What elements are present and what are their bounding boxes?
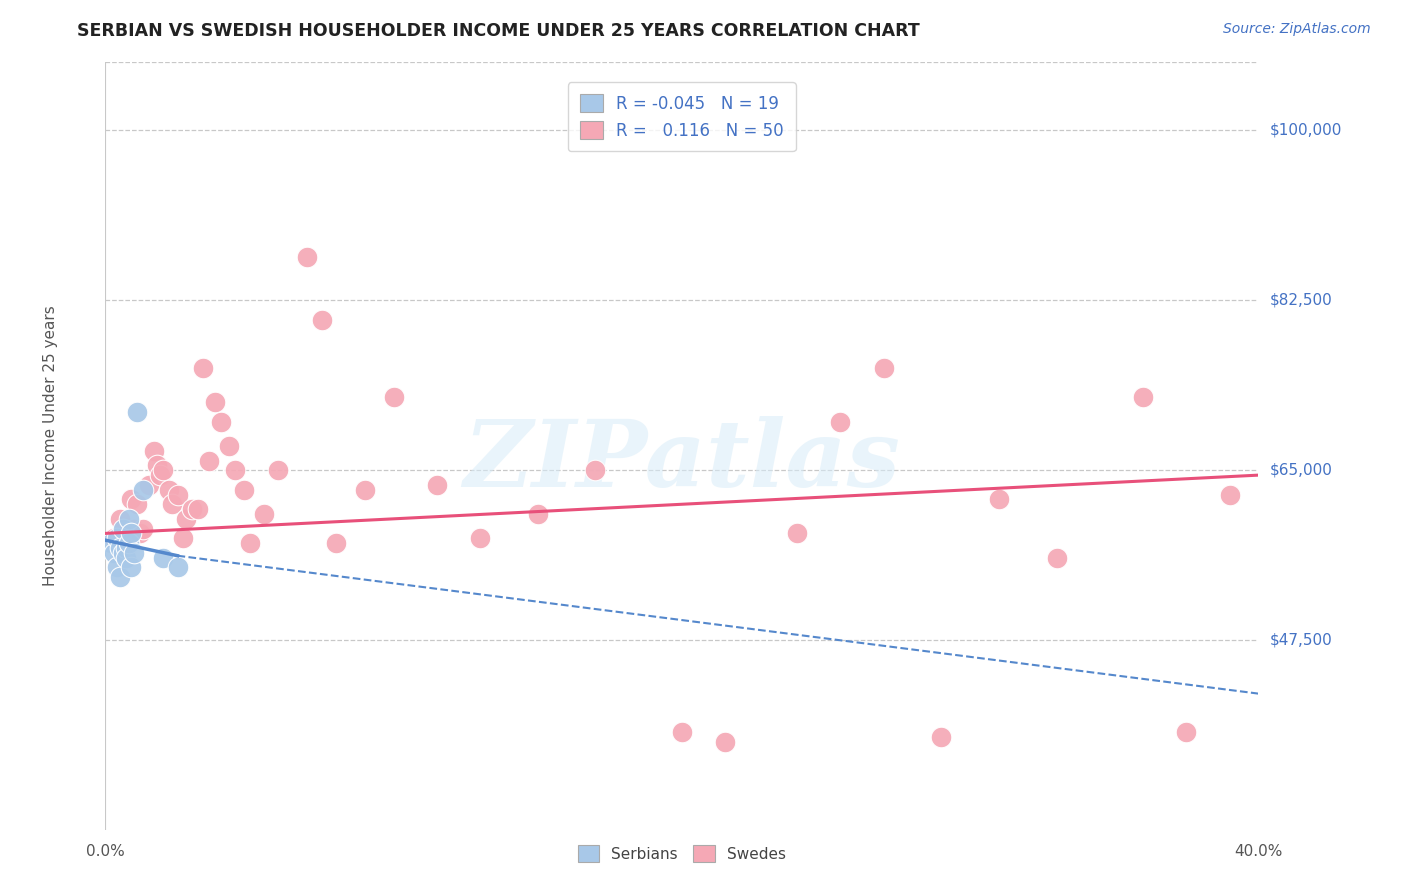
Point [149, 468, 172, 483]
Point [204, 395, 226, 409]
Point [354, 483, 377, 497]
Text: $82,500: $82,500 [1270, 293, 1333, 308]
Point [527, 507, 550, 521]
Point [143, 443, 166, 458]
Point [111, 546, 134, 560]
Text: $100,000: $100,000 [1270, 123, 1343, 138]
Legend: Serbians, Swedes: Serbians, Swedes [572, 839, 792, 868]
Point [114, 536, 136, 550]
Point [120, 526, 142, 541]
Point [1132, 391, 1154, 405]
Point [1046, 550, 1069, 565]
Point [166, 487, 188, 501]
Point [297, 250, 319, 264]
Point [114, 541, 136, 555]
Point [198, 453, 221, 467]
Point [157, 483, 180, 497]
Point [132, 522, 155, 536]
Point [873, 361, 896, 376]
Point [108, 541, 131, 555]
Point [253, 507, 276, 521]
Point [267, 463, 290, 477]
Point [172, 531, 194, 545]
Point [160, 497, 183, 511]
Point [232, 483, 254, 497]
Text: $65,000: $65,000 [1270, 463, 1333, 478]
Point [114, 550, 136, 565]
Point [103, 531, 125, 545]
Point [124, 546, 146, 560]
Point [108, 512, 131, 526]
Point [146, 458, 169, 473]
Point [152, 463, 174, 477]
Text: 40.0%: 40.0% [1234, 844, 1282, 859]
Point [714, 735, 737, 749]
Point [111, 522, 134, 536]
Point [103, 546, 125, 560]
Text: SERBIAN VS SWEDISH HOUSEHOLDER INCOME UNDER 25 YEARS CORRELATION CHART: SERBIAN VS SWEDISH HOUSEHOLDER INCOME UN… [77, 22, 920, 40]
Point [120, 560, 142, 574]
Text: 0.0%: 0.0% [86, 844, 125, 859]
Point [132, 483, 155, 497]
Point [224, 463, 246, 477]
Point [585, 463, 607, 477]
Text: $47,500: $47,500 [1270, 632, 1333, 648]
Point [105, 560, 128, 574]
Point [105, 531, 128, 545]
Point [311, 312, 333, 326]
Point [180, 502, 204, 516]
Point [138, 478, 160, 492]
Point [988, 492, 1011, 507]
Point [209, 415, 232, 429]
Point [129, 526, 152, 541]
Point [127, 497, 149, 511]
Point [108, 570, 131, 584]
Point [1175, 725, 1198, 739]
Point [152, 550, 174, 565]
Text: Householder Income Under 25 years: Householder Income Under 25 years [42, 306, 58, 586]
Point [124, 522, 146, 536]
Point [127, 405, 149, 419]
Point [1219, 487, 1241, 501]
Point [931, 731, 953, 745]
Point [120, 492, 142, 507]
Point [117, 536, 139, 550]
Point [193, 361, 215, 376]
Point [187, 502, 209, 516]
Point [671, 725, 693, 739]
Point [100, 536, 122, 550]
Point [426, 478, 449, 492]
Point [382, 391, 405, 405]
Point [786, 526, 808, 541]
Point [239, 536, 262, 550]
Text: Source: ZipAtlas.com: Source: ZipAtlas.com [1223, 22, 1371, 37]
Point [166, 560, 188, 574]
Point [325, 536, 347, 550]
Point [117, 512, 139, 526]
Text: ZIPatlas: ZIPatlas [464, 417, 900, 507]
Point [174, 512, 197, 526]
Point [830, 415, 852, 429]
Point [218, 439, 240, 453]
Point [470, 531, 492, 545]
